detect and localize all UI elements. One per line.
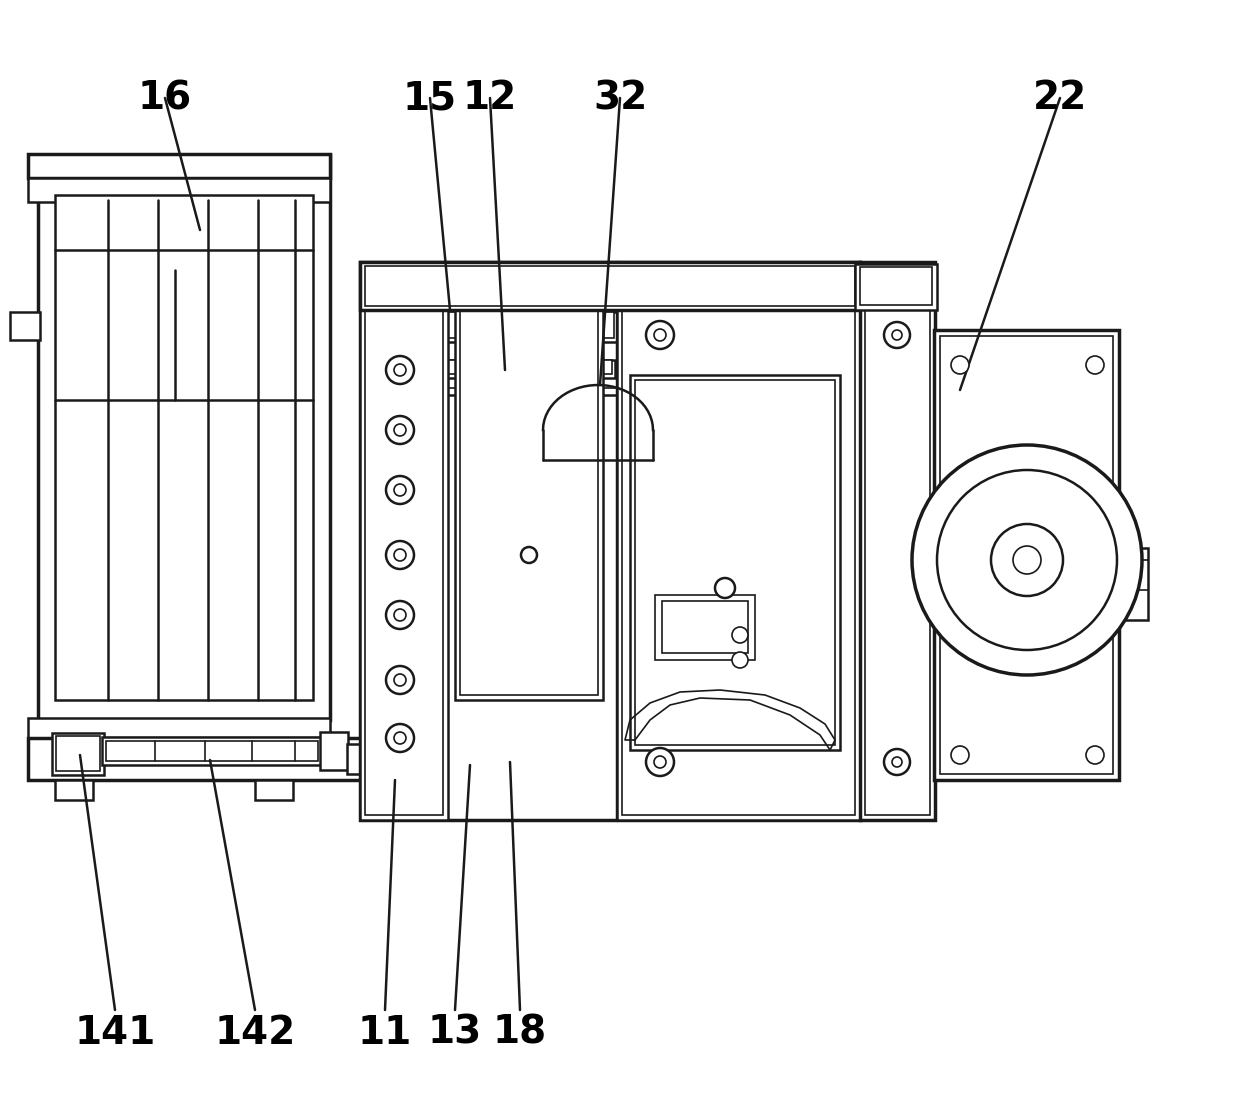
Bar xyxy=(635,380,835,745)
Circle shape xyxy=(715,578,735,598)
Circle shape xyxy=(911,445,1142,675)
Text: 12: 12 xyxy=(463,79,517,117)
Text: 11: 11 xyxy=(358,1014,412,1052)
Circle shape xyxy=(951,746,968,764)
Bar xyxy=(29,738,758,780)
Bar xyxy=(55,195,312,700)
Circle shape xyxy=(892,330,901,340)
Circle shape xyxy=(732,627,748,643)
Circle shape xyxy=(394,364,405,376)
Circle shape xyxy=(892,757,901,767)
Bar xyxy=(360,262,861,819)
Bar xyxy=(934,330,1118,780)
Circle shape xyxy=(732,652,748,667)
Bar xyxy=(365,267,443,815)
Bar xyxy=(861,267,932,305)
Text: 141: 141 xyxy=(74,1014,156,1052)
Bar xyxy=(655,595,755,660)
Bar xyxy=(856,264,937,310)
Bar xyxy=(366,312,614,338)
Text: 22: 22 xyxy=(1033,79,1087,117)
Circle shape xyxy=(394,424,405,436)
Circle shape xyxy=(884,322,910,348)
Circle shape xyxy=(394,484,405,496)
Circle shape xyxy=(386,476,414,504)
Text: 13: 13 xyxy=(428,1014,482,1052)
Bar xyxy=(360,262,861,310)
Circle shape xyxy=(646,321,675,349)
Circle shape xyxy=(1086,746,1104,764)
Circle shape xyxy=(394,674,405,686)
Circle shape xyxy=(646,748,675,776)
Bar xyxy=(29,178,330,202)
Bar xyxy=(360,750,378,776)
Circle shape xyxy=(937,470,1117,650)
Bar xyxy=(384,360,615,378)
Circle shape xyxy=(521,547,537,563)
Bar xyxy=(56,736,100,771)
Bar xyxy=(50,742,310,760)
Text: 15: 15 xyxy=(403,79,458,117)
Circle shape xyxy=(884,749,910,775)
Bar xyxy=(368,262,632,388)
Circle shape xyxy=(394,732,405,743)
Circle shape xyxy=(653,756,666,768)
Text: 16: 16 xyxy=(138,79,192,117)
Circle shape xyxy=(1086,356,1104,375)
Circle shape xyxy=(653,329,666,341)
Bar xyxy=(940,337,1114,774)
Circle shape xyxy=(394,549,405,561)
Text: 32: 32 xyxy=(593,79,647,117)
Bar xyxy=(460,287,598,695)
Circle shape xyxy=(1013,546,1042,574)
Text: 142: 142 xyxy=(215,1014,295,1052)
Bar xyxy=(630,375,839,750)
Bar xyxy=(388,360,613,375)
Circle shape xyxy=(386,541,414,569)
Bar xyxy=(29,718,330,740)
Circle shape xyxy=(386,601,414,629)
Bar xyxy=(1118,548,1148,620)
Bar xyxy=(662,601,748,653)
Circle shape xyxy=(386,724,414,752)
Bar xyxy=(360,262,448,819)
Bar xyxy=(10,312,40,340)
Bar xyxy=(29,154,330,178)
Circle shape xyxy=(394,609,405,620)
Bar xyxy=(320,732,348,770)
Circle shape xyxy=(951,356,968,375)
Bar xyxy=(365,266,856,306)
Bar xyxy=(105,741,317,761)
Bar xyxy=(360,262,640,395)
Bar xyxy=(362,312,618,342)
Bar xyxy=(38,155,330,720)
Bar xyxy=(347,743,362,774)
Circle shape xyxy=(386,416,414,444)
Bar xyxy=(55,780,93,800)
Circle shape xyxy=(991,524,1063,596)
Circle shape xyxy=(386,666,414,694)
Bar xyxy=(455,282,603,700)
Bar xyxy=(618,262,861,819)
Bar xyxy=(102,737,322,765)
Circle shape xyxy=(386,356,414,383)
Bar xyxy=(255,780,293,800)
Bar xyxy=(866,267,930,815)
Bar xyxy=(861,262,935,819)
Bar xyxy=(622,267,856,815)
Bar xyxy=(52,733,104,775)
Text: 18: 18 xyxy=(494,1014,547,1052)
